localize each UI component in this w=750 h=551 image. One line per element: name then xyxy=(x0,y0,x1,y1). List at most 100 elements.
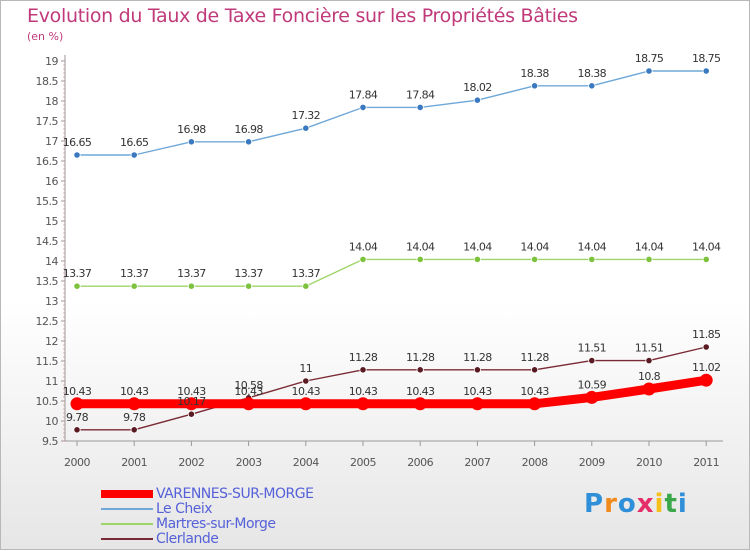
y-tick-label: 17 xyxy=(45,135,58,148)
x-tick-label: 2006 xyxy=(407,456,433,469)
x-tick-label: 2003 xyxy=(236,456,262,469)
legend: VARENNES-SUR-MORGE Le Cheix Martres-sur-Mo… xyxy=(101,486,314,547)
data-point xyxy=(73,282,81,290)
data-point xyxy=(299,397,313,411)
data-label: 14.04 xyxy=(578,240,607,253)
data-point xyxy=(130,151,138,159)
data-point xyxy=(359,366,367,374)
data-label: 10.43 xyxy=(406,385,435,398)
y-tick-label: 16 xyxy=(45,175,58,188)
data-label: 11.51 xyxy=(635,342,664,355)
logo-letter: P xyxy=(584,489,605,519)
chart-subtitle: (en %) xyxy=(27,30,64,43)
data-point xyxy=(473,366,481,374)
x-tick-label: 2002 xyxy=(178,456,204,469)
legend-item: Martres-sur-Morge xyxy=(101,515,313,532)
data-label: 9.78 xyxy=(66,411,89,424)
data-point xyxy=(302,282,310,290)
data-point xyxy=(588,255,596,263)
y-tick-label: 18 xyxy=(45,95,58,108)
data-label: 18.38 xyxy=(578,67,607,80)
y-tick-label: 14 xyxy=(45,255,58,268)
x-tick-label: 2011 xyxy=(693,456,719,469)
y-tick-label: 19 xyxy=(45,55,58,68)
data-point xyxy=(187,282,195,290)
data-label: 14.04 xyxy=(406,240,435,253)
legend-item: VARENNES-SUR-MORGE xyxy=(101,486,314,502)
data-label: 16.65 xyxy=(120,136,149,149)
data-point xyxy=(530,82,539,90)
data-label: 10.43 xyxy=(520,385,549,398)
data-label: 14.04 xyxy=(463,240,492,253)
proxiti-logo: Proxiti xyxy=(584,489,688,519)
data-label: 13.37 xyxy=(292,267,321,280)
y-tick-label: 13.5 xyxy=(36,275,59,288)
data-point xyxy=(470,397,484,411)
data-point xyxy=(588,356,596,365)
logo-letter: x xyxy=(636,489,655,519)
data-label: 11 xyxy=(299,362,312,375)
data-label: 10.43 xyxy=(292,385,321,398)
legend-label: Martres-sur-Morge xyxy=(156,515,276,532)
data-label: 16.65 xyxy=(63,136,92,149)
data-label: 14.04 xyxy=(349,240,378,253)
x-tick-label: 2007 xyxy=(464,456,490,469)
y-tick-label: 11 xyxy=(45,375,58,388)
y-tick-label: 12 xyxy=(45,335,58,348)
data-label: 17.84 xyxy=(349,88,378,101)
y-tick-label: 17.5 xyxy=(36,115,59,128)
x-tick-label: 2008 xyxy=(522,456,548,469)
data-label: 11.85 xyxy=(692,328,721,341)
y-tick-label: 13 xyxy=(45,295,58,308)
data-point xyxy=(127,397,141,411)
data-label: 10.43 xyxy=(120,385,149,398)
data-label: 18.75 xyxy=(692,52,721,65)
data-label: 11.02 xyxy=(692,361,721,374)
data-point xyxy=(356,397,370,411)
data-label: 10.17 xyxy=(177,395,206,408)
data-label: 11.28 xyxy=(349,351,378,364)
data-point xyxy=(245,138,253,146)
data-point xyxy=(588,82,596,90)
data-label: 10.58 xyxy=(234,379,263,392)
data-point xyxy=(702,67,710,75)
y-tick-label: 16.5 xyxy=(36,155,59,168)
data-label: 14.04 xyxy=(635,240,664,253)
data-label: 14.04 xyxy=(692,240,721,253)
data-point xyxy=(245,282,253,290)
data-label: 18.02 xyxy=(463,81,492,94)
y-tick-label: 15.5 xyxy=(36,195,59,208)
data-label: 17.32 xyxy=(292,109,321,122)
data-point xyxy=(473,255,481,263)
y-tick-label: 9.5 xyxy=(42,435,58,448)
data-point xyxy=(642,382,656,396)
logo-letter: i xyxy=(677,489,688,519)
data-label: 10.43 xyxy=(234,385,263,398)
data-label: 10.59 xyxy=(578,378,607,391)
y-tick-label: 11.5 xyxy=(36,355,59,368)
legend-swatch xyxy=(101,522,153,525)
data-label: 13.37 xyxy=(234,267,263,280)
legend-swatch xyxy=(101,489,153,498)
legend-swatch xyxy=(101,507,153,510)
data-point xyxy=(302,124,310,132)
data-label: 13.37 xyxy=(177,267,206,280)
data-label: 10.43 xyxy=(177,385,206,398)
data-point xyxy=(359,255,367,263)
data-point xyxy=(187,138,195,146)
x-tick-label: 2001 xyxy=(121,456,147,469)
data-label: 11.28 xyxy=(406,351,435,364)
data-label: 18.75 xyxy=(635,52,664,65)
logo-letter: r xyxy=(604,489,618,519)
data-point xyxy=(359,103,367,112)
legend-item: Le Cheix xyxy=(101,500,313,517)
data-point xyxy=(416,255,424,263)
data-point xyxy=(645,67,653,75)
y-tick-label: 10.5 xyxy=(36,395,59,408)
x-tick-label: 2010 xyxy=(636,456,662,469)
data-point xyxy=(699,373,713,387)
data-point xyxy=(73,151,81,159)
legend-label: Le Cheix xyxy=(156,500,213,517)
data-point xyxy=(416,366,424,374)
data-point xyxy=(73,426,81,434)
